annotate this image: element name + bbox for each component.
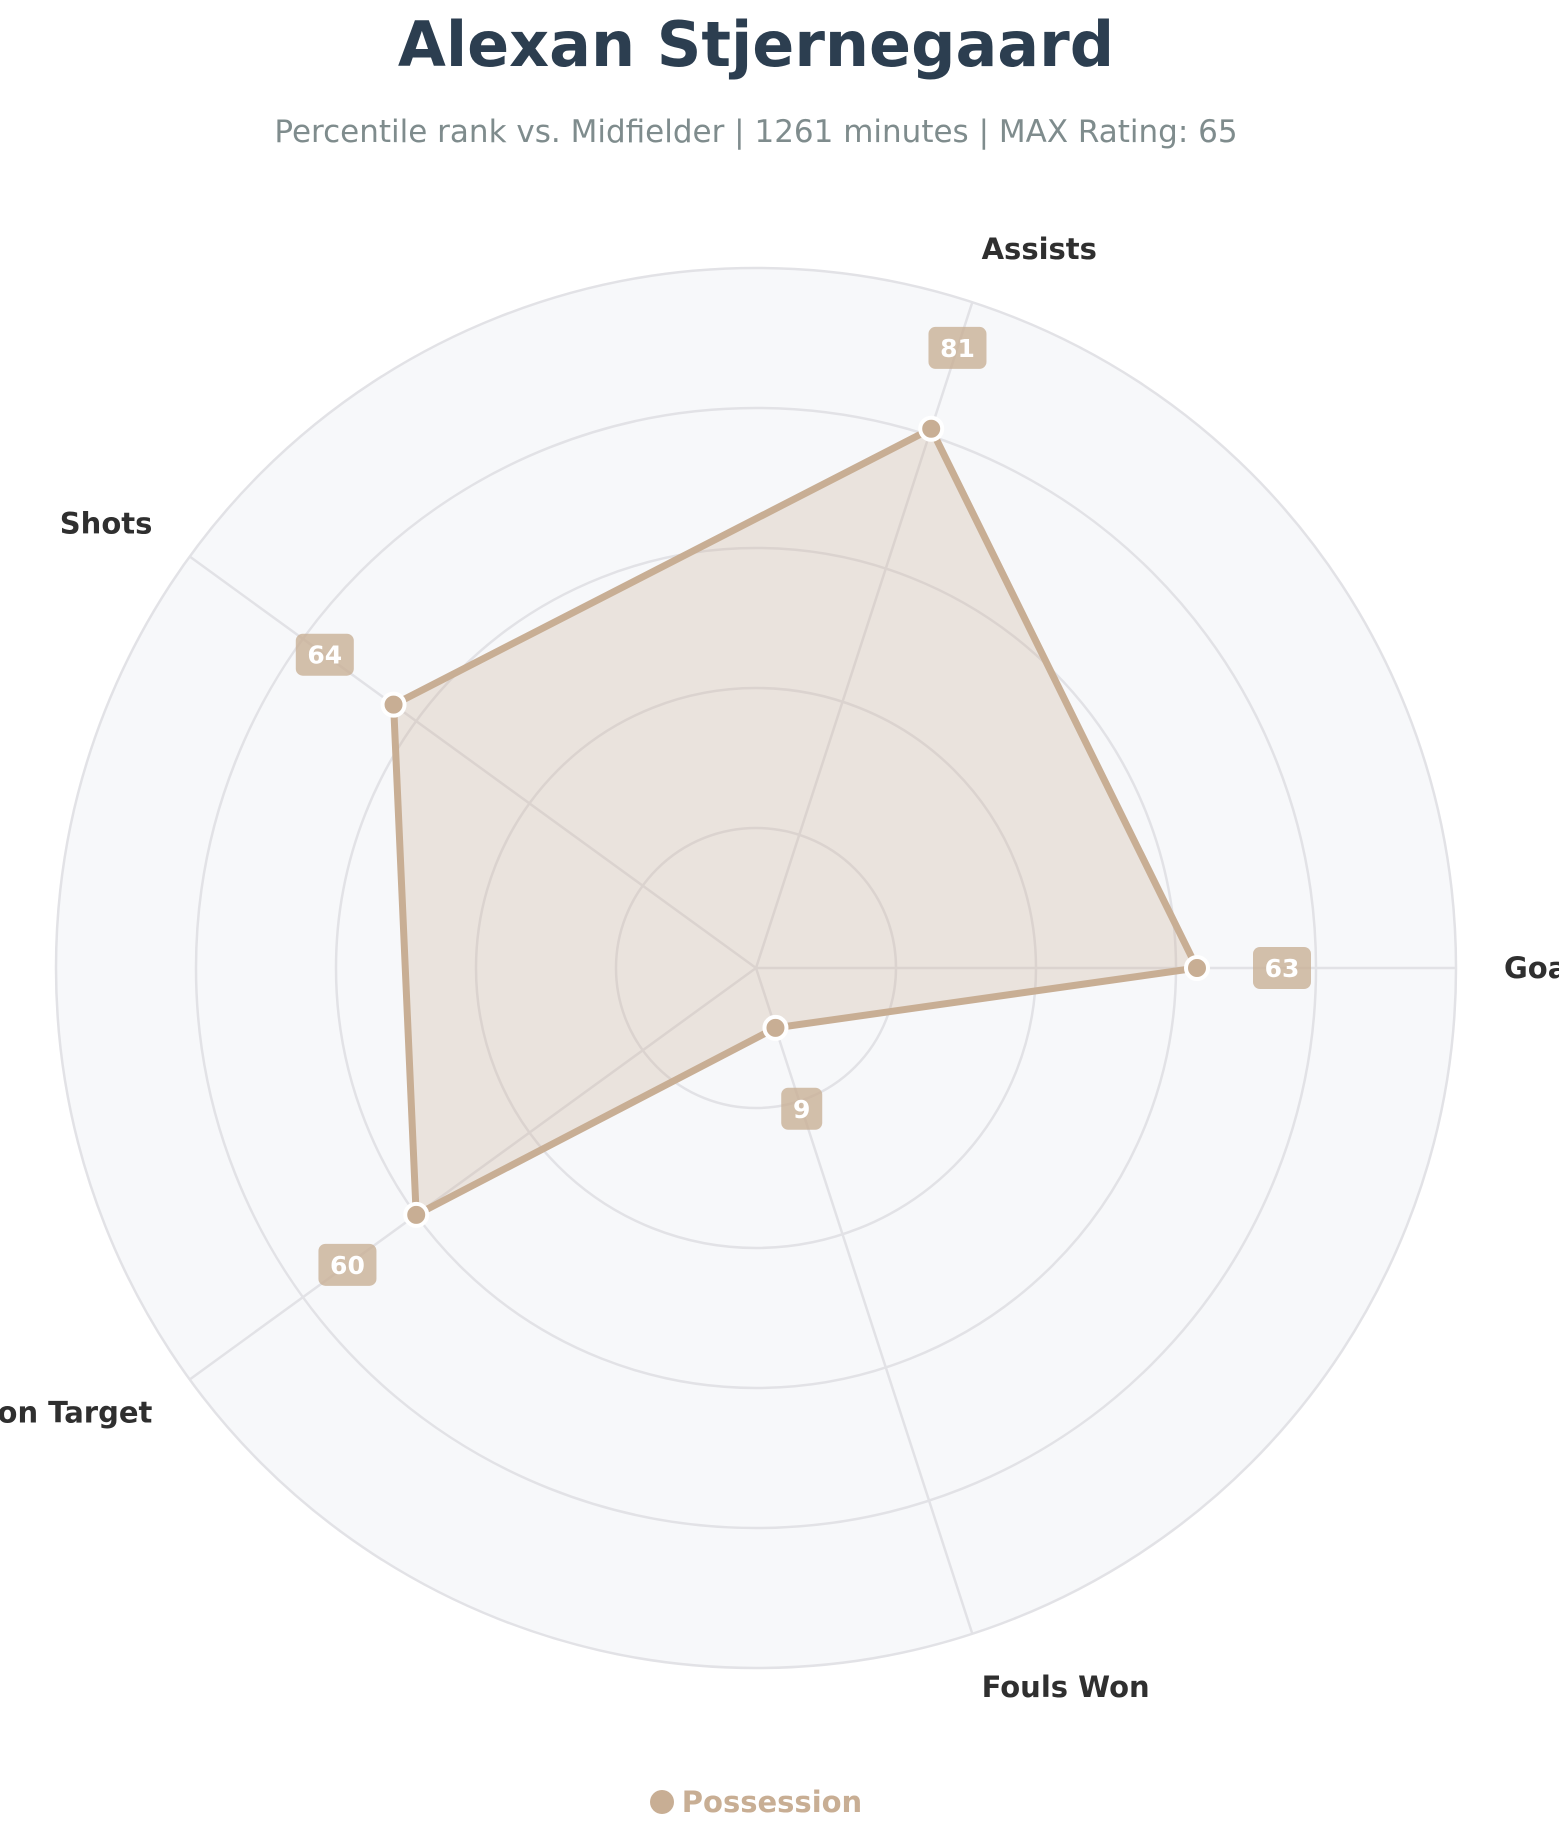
value-label-shots: 64 — [307, 641, 342, 670]
data-point-shots-on-target — [403, 1201, 430, 1228]
axis-line-assists — [754, 301, 974, 969]
axis-label-shots: Shots — [60, 507, 153, 541]
value-badge-fouls-won — [781, 1087, 823, 1130]
axis-line-shots — [188, 555, 757, 970]
axis-line-shots-on-target — [188, 966, 757, 1381]
data-point-shots — [380, 691, 407, 718]
value-badge-assists — [928, 326, 987, 369]
data-point-assists — [918, 415, 945, 442]
value-badge-shots-on-target — [318, 1243, 377, 1286]
series-line-possession — [390, 425, 1201, 1219]
data-point-goals — [1184, 955, 1210, 981]
radar-chart: 63 81 64 60 9 Goals Assists Shots Shots on Targ… — [0, 232, 1559, 1704]
radar-series: 63 81 64 60 9 — [295, 326, 1311, 1286]
data-point-fouls-won — [762, 1014, 789, 1041]
radar-axis-labels: Goals Assists Shots Shots on Target Fouls Wo… — [0, 232, 1559, 1704]
radar-grid — [54, 266, 1458, 1670]
value-label-goals: 63 — [1265, 954, 1300, 983]
axis-label-shots-on-target: Shots on Target — [0, 1395, 153, 1429]
value-badge-shots — [295, 633, 354, 676]
value-label-assists: 81 — [940, 334, 975, 363]
value-label-shots-on-target: 60 — [330, 1251, 365, 1280]
value-label-fouls-won: 9 — [793, 1095, 810, 1124]
legend-marker — [649, 1790, 674, 1814]
axis-line-fouls-won — [754, 967, 974, 1635]
chart-subtitle: Percentile rank vs. Midfielder | 1261 mi… — [274, 114, 1238, 150]
legend: Possession — [0, 1785, 1512, 1819]
axis-label-goals: Goals — [1504, 951, 1559, 985]
axis-label-fouls-won: Fouls Won — [982, 1670, 1150, 1704]
legend-label: Possession — [681, 1785, 863, 1819]
series-area-possession — [393, 428, 1198, 1215]
chart-title: Alexan Stjernegaard — [397, 8, 1115, 81]
value-badge-goals — [1253, 947, 1311, 989]
axis-label-assists: Assists — [982, 232, 1097, 266]
